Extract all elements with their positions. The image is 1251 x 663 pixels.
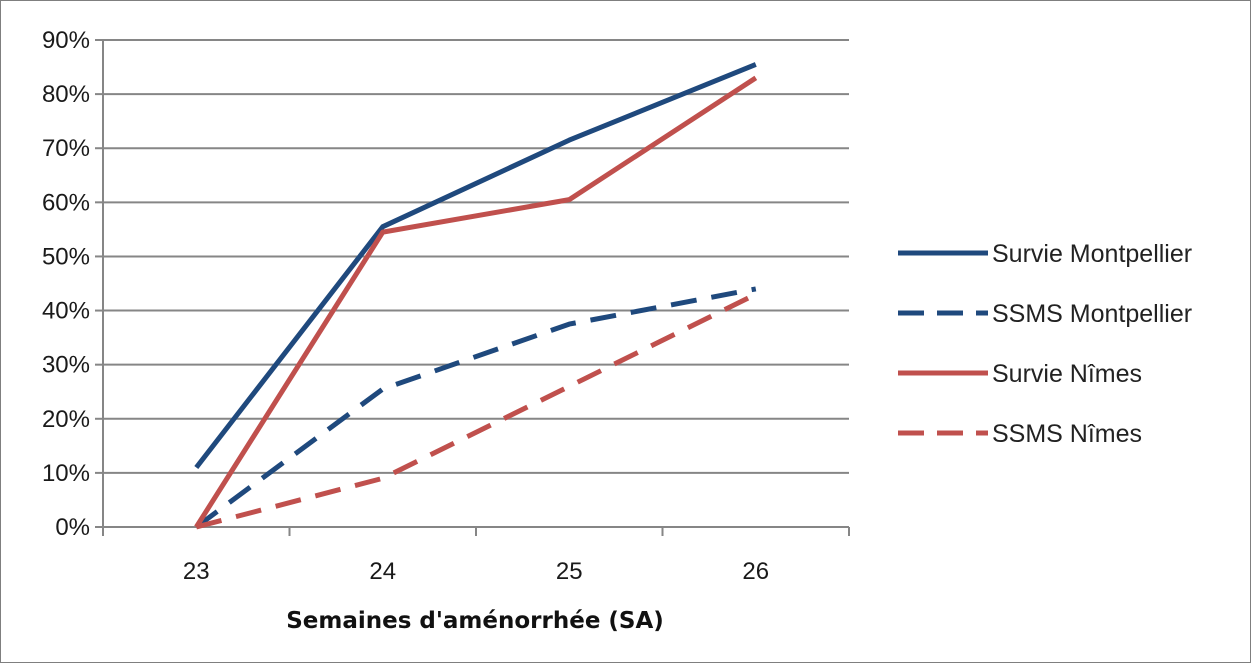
- legend-label-2: Survie Nîmes: [992, 360, 1142, 388]
- y-tick-label: 10%: [42, 460, 90, 487]
- y-tick-label: 0%: [55, 514, 90, 541]
- y-tick-label: 60%: [42, 189, 90, 216]
- y-tick-label: 80%: [42, 81, 90, 108]
- legend-label-3: SSMS Nîmes: [992, 420, 1142, 448]
- series-line-1: [194, 286, 757, 530]
- y-tick-label: 40%: [42, 298, 90, 325]
- y-tick-label: 50%: [42, 243, 90, 270]
- series-lines: [194, 62, 758, 530]
- axes: [102, 40, 849, 528]
- x-tick-label: 25: [556, 558, 583, 585]
- y-axis-ticks: 0% 10% 20% 30% 40% 50% 60% 70% 80% 90%: [42, 27, 103, 541]
- series-line-2: [194, 75, 758, 529]
- series-line-3: [195, 292, 757, 530]
- series-line-0: [194, 62, 757, 470]
- y-tick-label: 20%: [42, 406, 90, 433]
- legend: Survie Montpellier SSMS Montpellier Survie…: [898, 240, 1192, 448]
- x-tick-label: 24: [369, 558, 396, 585]
- y-tick-label: 70%: [42, 135, 90, 162]
- x-tick-label: 26: [742, 558, 769, 585]
- gridlines: [103, 39, 849, 474]
- y-tick-label: 90%: [42, 27, 90, 54]
- x-tick-label: 23: [183, 558, 210, 585]
- x-axis-ticks: 23 24 25 26: [102, 527, 850, 585]
- legend-label-1: SSMS Montpellier: [992, 300, 1192, 328]
- x-axis-label: Semaines d'aménorrhée (SA): [286, 608, 664, 634]
- legend-label-0: Survie Montpellier: [992, 240, 1192, 268]
- y-tick-label: 30%: [42, 352, 90, 379]
